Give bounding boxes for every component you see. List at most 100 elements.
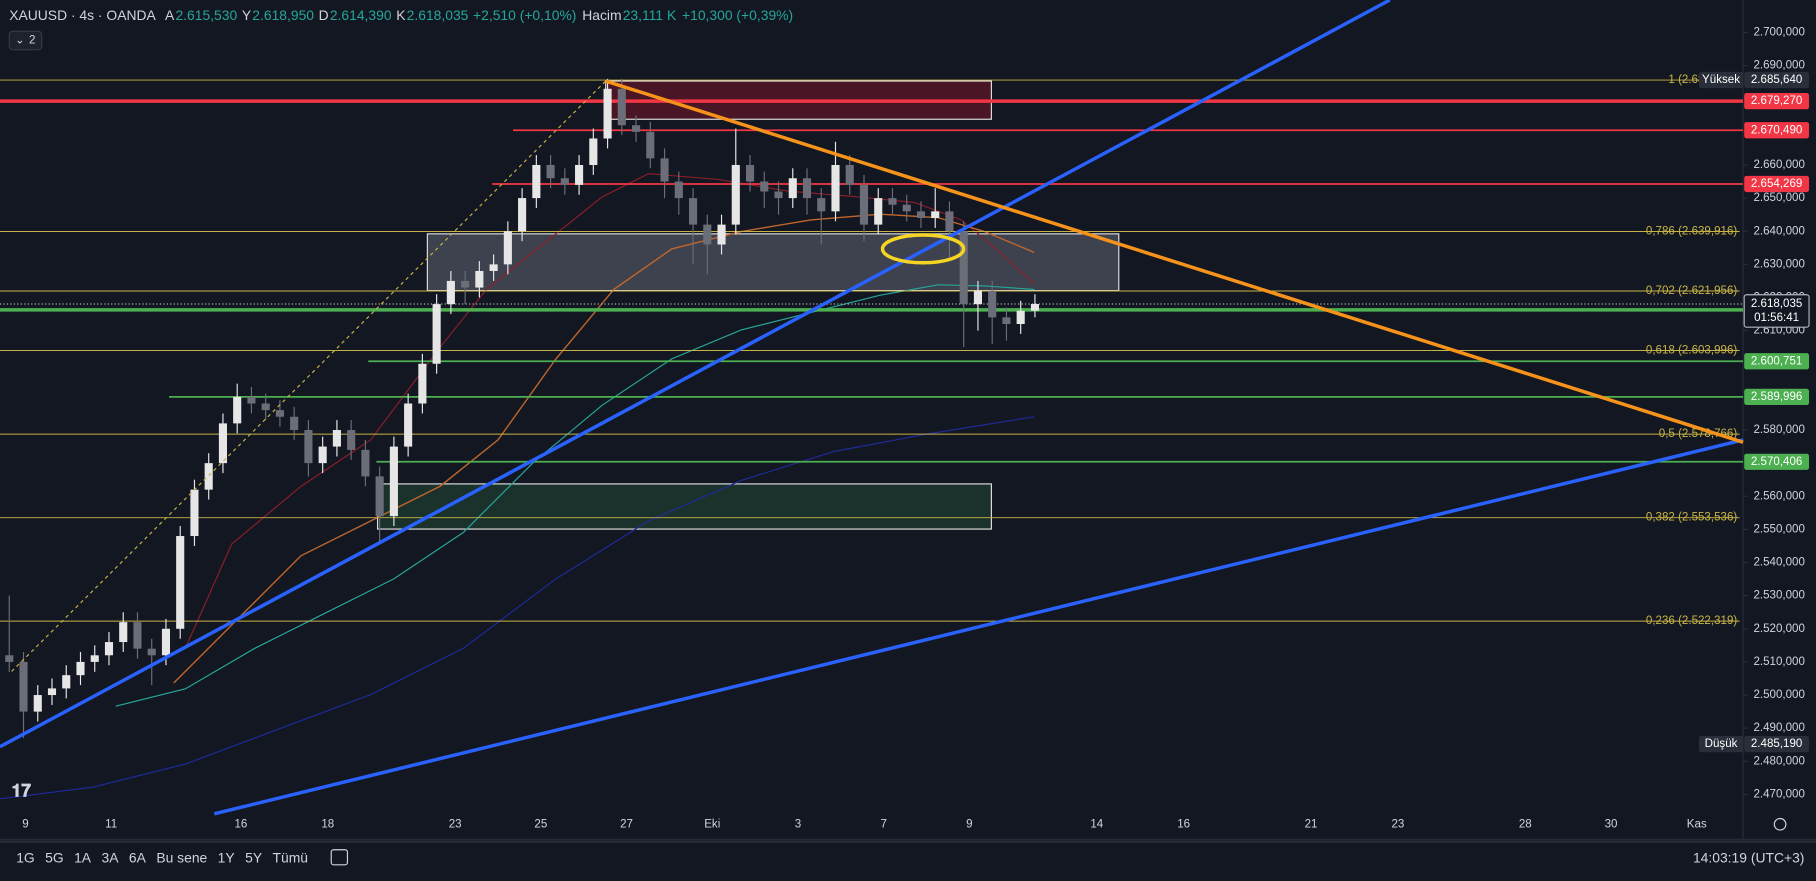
indicator-toggle[interactable]: [8, 30, 43, 51]
countdown: 01:56:41: [1754, 312, 1799, 324]
price-badge-label: 2.600,751: [1751, 355, 1802, 367]
ohlc-value: 2.618,950: [252, 7, 314, 23]
settings-icon[interactable]: [1773, 817, 1787, 831]
candle-body: [446, 280, 455, 305]
candle-body: [845, 164, 854, 185]
candle-body: [731, 164, 740, 225]
candle-body: [233, 396, 242, 424]
x-tick-label: 7: [880, 818, 886, 830]
range-button[interactable]: 6A: [129, 850, 147, 866]
x-tick-label: 3: [795, 818, 801, 830]
fib-guide: [11, 80, 607, 672]
ohlc-key: D: [319, 7, 329, 23]
candle-body: [532, 164, 541, 199]
candle-body: [760, 181, 769, 192]
candle-body: [133, 622, 142, 649]
x-tick-label: Eki: [704, 818, 720, 830]
logo: 𝟏𝟕: [12, 780, 32, 800]
y-tick-label: 2.510,000: [1753, 656, 1804, 668]
x-tick-label: 23: [449, 818, 462, 830]
candle-body: [247, 396, 256, 404]
candle-body: [788, 178, 797, 199]
ohlc-key: K: [396, 7, 406, 23]
range-button[interactable]: 1A: [74, 850, 92, 866]
x-tick-label: Kas: [1687, 818, 1707, 830]
candle-body: [589, 138, 598, 165]
price-badge-label: 2.570,406: [1751, 456, 1802, 468]
y-tick-label: 2.580,000: [1753, 424, 1804, 436]
candle-body: [988, 290, 997, 318]
candle-body: [176, 536, 185, 629]
candle-body: [432, 304, 441, 364]
candle-body: [575, 164, 584, 185]
y-tick-label: 2.470,000: [1753, 788, 1804, 800]
range-button[interactable]: 5Y: [245, 850, 262, 866]
price-badge-label: 2.485,190: [1751, 738, 1802, 750]
fib-label: 0,382 (2.553,536): [1646, 512, 1737, 524]
x-tick-label: 30: [1605, 818, 1618, 830]
candle-body: [204, 463, 213, 490]
badge-tag: [1699, 71, 1744, 89]
range-button[interactable]: 1G: [16, 850, 35, 866]
highlight: [880, 233, 966, 265]
candle-body: [717, 224, 726, 245]
candle-body: [560, 178, 569, 185]
symbol: XAUUSD · 4s · OANDA: [9, 7, 156, 23]
trendlines: [0, 0, 1744, 816]
candle-body: [418, 363, 427, 404]
badge-tag: [1699, 736, 1744, 753]
range-button[interactable]: 3A: [102, 850, 120, 866]
range-button[interactable]: Tümü: [273, 850, 308, 866]
candle-body: [916, 211, 926, 218]
candle-body: [147, 648, 156, 656]
candle-body: [674, 181, 683, 199]
candle-body: [859, 184, 869, 225]
change: +2,510 (+0,10%): [473, 7, 576, 23]
candle-body: [5, 655, 14, 662]
range-button[interactable]: 5G: [45, 850, 64, 866]
price-badge: [1744, 388, 1810, 406]
candle-body: [774, 191, 783, 199]
x-tick-label: 28: [1519, 818, 1532, 830]
candle-body: [62, 675, 71, 689]
candle-body: [47, 688, 57, 696]
last-price-label: 2.618,035: [1751, 298, 1802, 310]
y-tick-label: 2.660,000: [1753, 159, 1804, 171]
price-badge-label: 2.679,270: [1751, 95, 1802, 107]
range-button[interactable]: 1Y: [218, 850, 235, 866]
candle-body: [1030, 304, 1039, 311]
price-badge: [1744, 736, 1810, 753]
trendline: [605, 79, 1744, 444]
range-button[interactable]: Bu sene: [156, 850, 207, 866]
candle-body: [973, 290, 983, 305]
candle-body: [161, 628, 171, 656]
y-tick-label: 2.520,000: [1753, 623, 1804, 635]
candles: [5, 78, 1039, 739]
y-tick-label: 2.500,000: [1753, 689, 1804, 701]
candle-body: [275, 410, 284, 417]
y-tick-label: 2.630,000: [1753, 258, 1804, 270]
y-tick-label: 2.610,000: [1753, 325, 1804, 337]
x-tick-label: 16: [1177, 818, 1190, 830]
fibonacci: 1 (2.685,640)0,786 (2.639,916)0,702 (2.6…: [0, 74, 1740, 627]
y-tick-label: 2.650,000: [1753, 192, 1804, 204]
price-badge: [1744, 175, 1810, 193]
y-tick-label: 2.490,000: [1753, 722, 1804, 734]
candle-body: [931, 211, 940, 218]
candle-body: [688, 198, 698, 225]
candle-body: [802, 178, 812, 199]
y-tick-label: 2.480,000: [1753, 755, 1804, 767]
x-tick-label: 27: [620, 818, 633, 830]
date-range-icon[interactable]: [330, 849, 349, 866]
ohlc-value: 2.615,530: [175, 7, 237, 23]
price-badges: 2.685,640 Yüksek 2.679,270 2.670,490 2.654,2…: [1699, 71, 1810, 753]
trendline: [213, 438, 1744, 816]
price-badge: [1744, 71, 1810, 89]
candle-body: [33, 695, 42, 712]
candle-body: [888, 198, 897, 205]
ohlc-key: A: [165, 7, 175, 23]
candle-body: [404, 403, 413, 447]
candle-body: [76, 661, 85, 676]
ohlc-value: 2.614,390: [330, 7, 392, 23]
